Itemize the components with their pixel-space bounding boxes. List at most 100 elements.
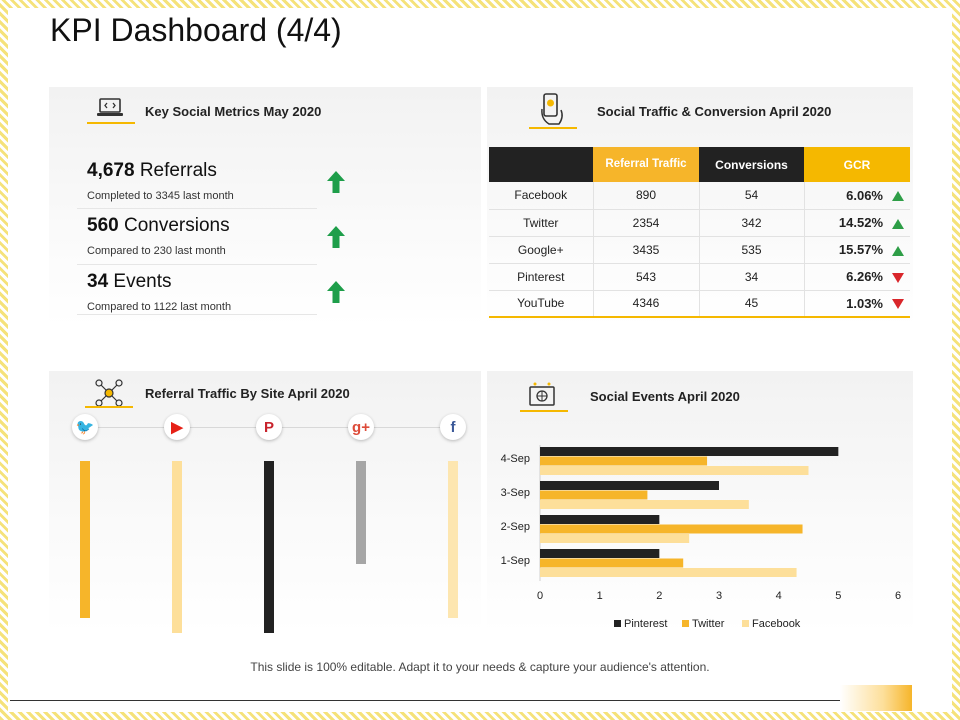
- header-referral: Referral Traffic: [593, 147, 699, 182]
- site-bar: [448, 461, 458, 618]
- site-cell: Pinterest: [489, 263, 594, 291]
- gcr-value: 6.26%: [846, 269, 883, 284]
- header-blank: [489, 147, 593, 182]
- divider: [77, 264, 317, 265]
- metric-number: 560: [87, 215, 119, 236]
- key-metrics-title: Key Social Metrics May 2020: [145, 104, 322, 119]
- gcr-cell: 6.06%: [804, 182, 910, 210]
- gcr-cell: 15.57%: [804, 236, 910, 264]
- traffic-table: Referral Traffic Conversions GCR Faceboo…: [489, 147, 910, 318]
- table-row: Facebook 890 54 6.06%: [489, 182, 910, 210]
- twitter-icon: 🐦: [72, 414, 98, 440]
- header-gcr: GCR: [804, 147, 910, 182]
- bar-pinterest-1-Sep: [540, 549, 660, 558]
- legend-label: Facebook: [752, 618, 801, 630]
- x-tick-label: 5: [835, 590, 841, 602]
- bar-twitter-2-Sep: [540, 524, 803, 534]
- legend-swatch: [614, 620, 621, 627]
- table-row: YouTube 4346 45 1.03%: [489, 290, 910, 318]
- x-tick-label: 0: [537, 590, 543, 602]
- events-chart: 1-Sep 2-Sep 3-Sep 4-Sep 0 1 2 3 4 5 6 Pinterest Twit…: [501, 445, 901, 630]
- table-header-row: Referral Traffic Conversions GCR: [489, 147, 910, 182]
- y-tick-label: 4-Sep: [501, 453, 530, 465]
- conversions-cell: 54: [699, 182, 805, 210]
- page-title: KPI Dashboard (4/4): [50, 12, 342, 48]
- table-row: Google+ 3435 535 15.57%: [489, 236, 910, 264]
- icon-underline: [87, 122, 135, 124]
- bar-pinterest-3-Sep: [540, 481, 719, 490]
- phone-hand-icon: [541, 93, 563, 125]
- divider: [77, 208, 317, 209]
- calendar-globe-icon: [529, 382, 555, 406]
- traffic-title: Social Traffic & Conversion April 2020: [597, 104, 832, 119]
- conversions-cell: 34: [699, 263, 805, 291]
- metric-conversions: 560 Conversions Compared to 230 last mon…: [87, 215, 230, 257]
- table-row: Pinterest 543 34 6.26%: [489, 263, 910, 291]
- gcr-cell: 6.26%: [804, 263, 910, 291]
- corner-accent: [840, 685, 912, 711]
- bar-twitter-1-Sep: [540, 558, 684, 568]
- divider: [77, 314, 317, 315]
- key-metrics-panel: Key Social Metrics May 2020 4,678 Referr…: [49, 87, 481, 327]
- legend-label: Pinterest: [624, 618, 667, 630]
- site-cell: Facebook: [489, 182, 594, 210]
- pinterest-icon: P: [256, 414, 282, 440]
- referral-title: Referral Traffic By Site April 2020: [145, 386, 350, 401]
- bar-pinterest-4-Sep: [540, 447, 839, 456]
- header-conversions: Conversions: [699, 147, 804, 182]
- bar-twitter-3-Sep: [540, 490, 648, 500]
- metric-number: 4,678: [87, 160, 135, 181]
- referral-cell: 3435: [593, 236, 700, 264]
- referral-cell: 4346: [593, 290, 700, 318]
- laptop-code-icon: [97, 98, 123, 116]
- gcr-cell: 14.52%: [804, 209, 910, 237]
- conversions-cell: 342: [699, 209, 805, 237]
- bottom-rule: [10, 700, 840, 701]
- site-bar: [172, 461, 182, 633]
- legend-label: Twitter: [692, 618, 725, 630]
- bar-pinterest-2-Sep: [540, 515, 660, 524]
- metric-number: 34: [87, 271, 109, 292]
- bar-facebook-1-Sep: [540, 568, 797, 577]
- gcr-value: 6.06%: [846, 187, 883, 203]
- y-tick-label: 2-Sep: [501, 521, 530, 533]
- google-plus-icon: g+: [348, 414, 374, 440]
- facebook-icon: f: [440, 414, 466, 440]
- gcr-value: 1.03%: [846, 295, 883, 311]
- x-tick-label: 2: [656, 590, 662, 602]
- site-bar: [264, 461, 274, 633]
- conversions-cell: 535: [699, 236, 805, 264]
- bar-facebook-2-Sep: [540, 534, 690, 543]
- bar-facebook-3-Sep: [540, 500, 749, 509]
- metric-referrals: 4,678 Referrals Completed to 3345 last m…: [87, 160, 234, 202]
- referral-cell: 543: [593, 263, 700, 291]
- arrow-up-icon: [327, 281, 345, 303]
- y-tick-label: 1-Sep: [501, 555, 530, 567]
- legend-swatch: [742, 620, 749, 627]
- gcr-value: 15.57%: [838, 242, 883, 257]
- referral-cell: 2354: [593, 209, 700, 237]
- conversions-cell: 45: [699, 290, 805, 318]
- x-tick-label: 3: [716, 590, 722, 602]
- bar-facebook-4-Sep: [540, 466, 809, 475]
- icon-underline: [520, 410, 568, 412]
- metric-events: 34 Events Compared to 1122 last month: [87, 271, 231, 313]
- triangle-down-icon: [892, 299, 904, 310]
- footer-note: This slide is 100% editable. Adapt it to…: [250, 660, 710, 674]
- x-tick-label: 1: [597, 590, 603, 602]
- site-bar: [356, 461, 366, 564]
- metric-label: Referrals: [139, 160, 217, 181]
- triangle-up-icon: [892, 218, 904, 229]
- youtube-icon: ▶: [164, 414, 190, 440]
- site-cell: Google+: [489, 236, 594, 264]
- events-title: Social Events April 2020: [590, 389, 740, 404]
- arrow-up-icon: [327, 171, 345, 193]
- metric-label: Events: [113, 271, 172, 292]
- icon-underline: [85, 406, 133, 408]
- icon-underline: [529, 127, 577, 129]
- metric-sub: Compared to 230 last month: [87, 245, 226, 257]
- legend-swatch: [682, 620, 689, 627]
- x-tick-label: 6: [895, 590, 901, 602]
- y-tick-label: 3-Sep: [501, 487, 530, 499]
- table-row: Twitter 2354 342 14.52%: [489, 209, 910, 237]
